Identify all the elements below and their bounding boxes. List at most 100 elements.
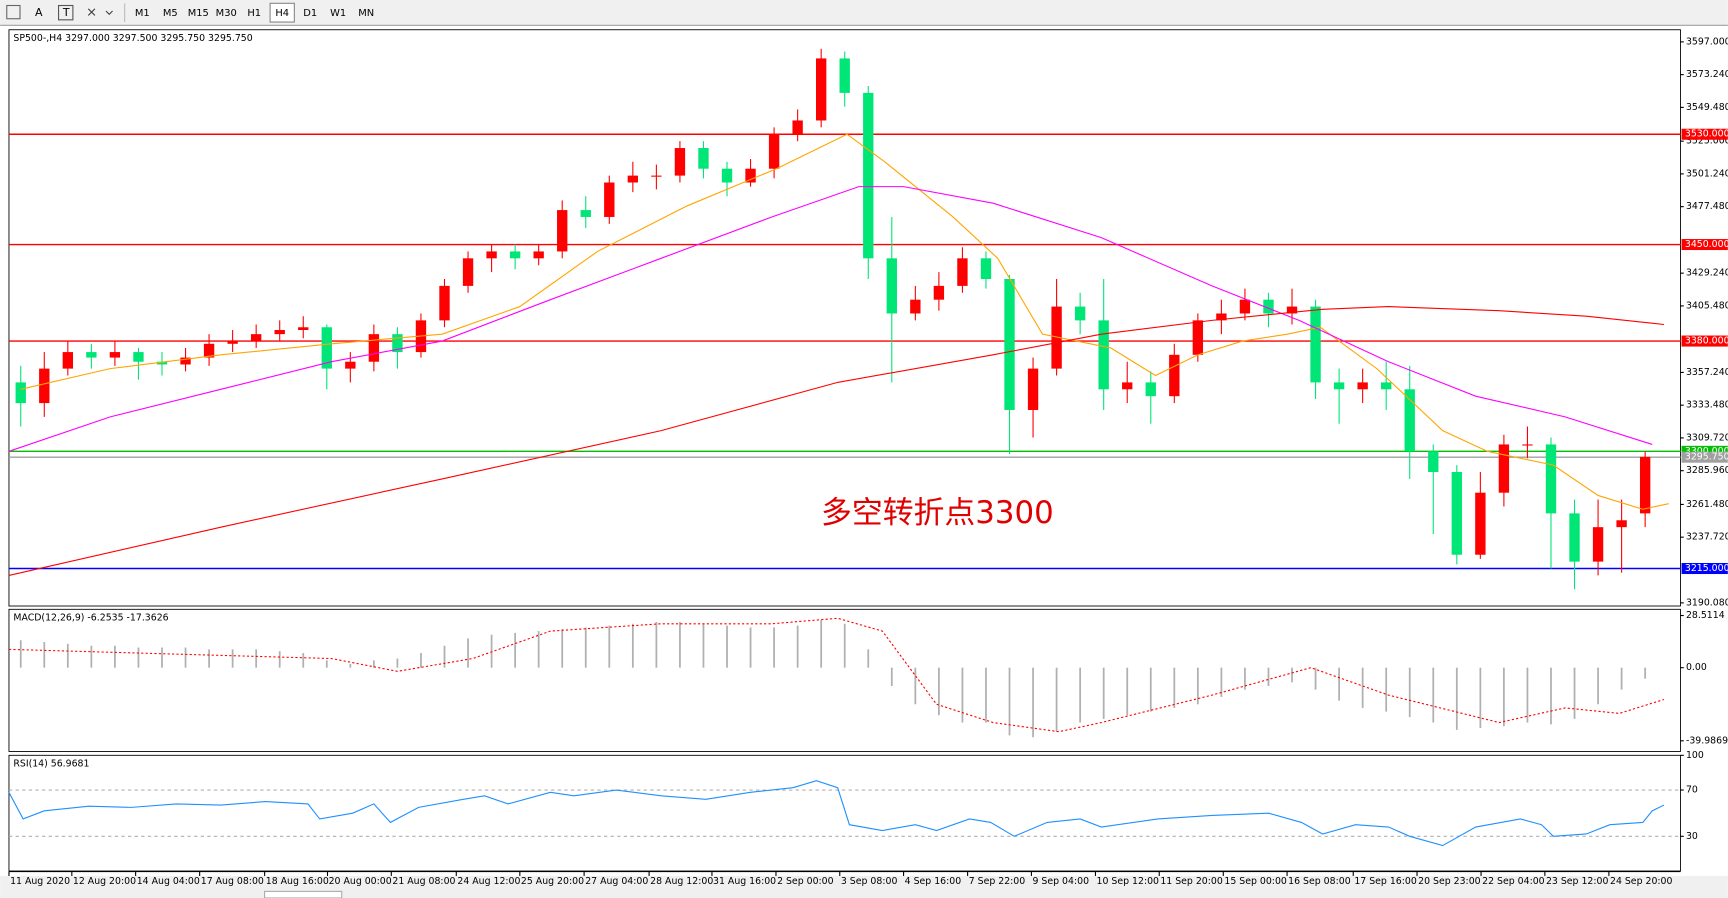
tool-label: A (35, 6, 43, 19)
timeframe-button[interactable]: M15 (188, 8, 209, 19)
macd-bar (749, 627, 752, 668)
macd-bar (1503, 667, 1505, 727)
status-strip (0, 875, 1728, 898)
x-tick-label: 15 Sep 00:00 (1224, 876, 1287, 887)
candle-body (298, 327, 309, 331)
level-label: 3450.000 (1685, 239, 1728, 250)
y-tick-label: 3405.480 (1686, 300, 1728, 311)
macd-bar (325, 660, 328, 668)
macd-bar (584, 627, 587, 668)
x-tick-label: 21 Aug 08:00 (392, 876, 455, 887)
y-tick-label: 3285.960 (1686, 465, 1728, 476)
macd-bar (278, 651, 281, 668)
panel-title: RSI(14) 56.9681 (13, 759, 89, 770)
macd-bar (1644, 667, 1647, 679)
candle-body (980, 258, 992, 280)
candle-body (1404, 389, 1415, 452)
candle-body (1381, 382, 1392, 390)
timeframe-button[interactable]: M5 (163, 8, 178, 19)
x-tick-label: 24 Sep 20:00 (1610, 876, 1673, 887)
macd-bar (1149, 667, 1152, 712)
macd-bar (561, 629, 564, 668)
candle-body (792, 120, 803, 135)
macd-bar (184, 647, 187, 668)
macd-bar (1573, 667, 1576, 719)
y-tick-label: 70 (1686, 785, 1698, 796)
panel-frame (8, 608, 1681, 752)
x-tick-label: 22 Sep 04:00 (1482, 876, 1545, 887)
candle-body (1192, 320, 1204, 355)
macd-bar (208, 649, 210, 668)
macd-bar (90, 645, 93, 668)
macd-bar (1079, 667, 1082, 723)
timeframe-button[interactable]: H4 (275, 8, 289, 19)
macd-bar (349, 664, 352, 668)
y-tick-label: 100 (1686, 750, 1704, 761)
candle-body (1569, 513, 1580, 562)
chart-tab[interactable] (264, 890, 343, 898)
y-tick-label: 3597.000 (1686, 36, 1728, 47)
level-label: 3300.000 (1685, 446, 1728, 457)
timeframe-button[interactable]: W1 (330, 8, 346, 19)
candle-body (227, 341, 238, 344)
macd-bar (161, 647, 163, 668)
x-tick-label: 2 Sep 00:00 (777, 876, 834, 887)
y-tick-label: 3429.240 (1686, 268, 1728, 279)
macd-bar (1526, 667, 1529, 723)
y-tick-label: 3237.720 (1686, 532, 1728, 543)
macd-bar (231, 649, 234, 668)
x-tick-label: 14 Aug 04:00 (137, 876, 200, 887)
macd-bar (137, 647, 140, 668)
timeframe-button[interactable]: H1 (247, 8, 261, 19)
candle-body (62, 352, 74, 369)
macd-bar (490, 634, 493, 668)
macd-bar (631, 623, 634, 668)
candle-body (1027, 368, 1039, 410)
x-tick-label: 7 Sep 22:00 (969, 876, 1026, 887)
x-tick-label: 28 Aug 12:00 (650, 876, 713, 887)
level-label-box (1681, 335, 1728, 347)
candle-body (133, 352, 144, 362)
candle-body (1333, 382, 1345, 390)
macd-bar (679, 621, 681, 668)
candle-body (1498, 444, 1510, 493)
macd-bar (1338, 667, 1340, 701)
y-tick-label: 3501.240 (1686, 168, 1728, 179)
candle-body (1475, 492, 1486, 555)
text-tool-frame (58, 4, 74, 21)
timeframe-button[interactable]: MN (358, 8, 374, 19)
timeframe-button[interactable]: M30 (216, 8, 237, 19)
candle-body (1239, 299, 1251, 314)
draw-tool-icon[interactable] (87, 8, 113, 16)
macd-bar (1314, 667, 1317, 690)
timeframe-button[interactable]: D1 (303, 8, 317, 19)
candle-body (1098, 320, 1109, 390)
candle-body (768, 134, 780, 169)
timeframe-active (269, 2, 295, 23)
candle-body (15, 382, 26, 404)
level-label-box (1681, 445, 1728, 457)
candle-body (604, 182, 615, 217)
macd-bar (1620, 667, 1623, 690)
candle-body (933, 285, 945, 300)
macd-bar (420, 653, 422, 668)
candle-body (274, 330, 285, 335)
macd-bar (255, 649, 258, 668)
crosshair-tool[interactable] (6, 4, 21, 20)
x-tick-label: 9 Sep 04:00 (1033, 876, 1090, 887)
level-label: 3215.000 (1685, 563, 1728, 574)
y-tick-label: 0.00 (1686, 662, 1707, 673)
candle-body (1169, 354, 1180, 397)
x-tick-label: 16 Sep 08:00 (1288, 876, 1351, 887)
candle-body (392, 334, 403, 353)
timeframe-button[interactable]: M1 (135, 8, 150, 19)
candle-body (910, 299, 921, 314)
macd-bar (1408, 667, 1411, 718)
candle-body (1357, 382, 1368, 390)
macd-bar (114, 645, 116, 668)
candle-body (863, 92, 874, 259)
macd-bar (1267, 667, 1270, 686)
y-tick-label: 3309.720 (1686, 432, 1728, 443)
y-tick-label: 3333.480 (1686, 400, 1728, 411)
